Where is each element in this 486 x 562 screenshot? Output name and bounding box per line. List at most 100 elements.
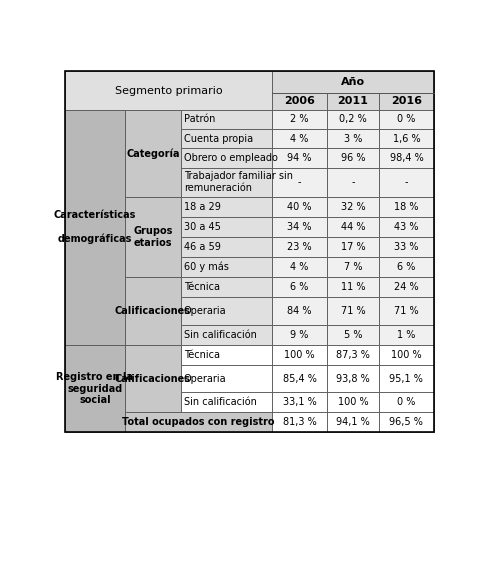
Bar (65, 71, 434, 432)
Text: 0 %: 0 % (397, 115, 416, 124)
Bar (327, 217, 379, 237)
Bar (125, 197, 181, 277)
Bar (327, 413, 379, 432)
Text: 43 %: 43 % (394, 222, 418, 232)
Text: 2016: 2016 (391, 96, 422, 106)
Text: 46 a 59: 46 a 59 (184, 242, 221, 252)
Bar (327, 297, 379, 325)
Bar (327, 365, 379, 392)
Bar (379, 345, 434, 365)
Text: -: - (298, 177, 301, 187)
Text: Año: Año (341, 77, 365, 87)
Text: 71 %: 71 % (341, 306, 365, 316)
Bar (181, 129, 272, 148)
Bar (272, 297, 327, 325)
Text: 11 %: 11 % (341, 282, 365, 292)
Text: Segmento primario: Segmento primario (115, 85, 222, 96)
Bar (181, 392, 272, 413)
Text: 18 a 29: 18 a 29 (184, 202, 221, 212)
Bar (181, 237, 272, 257)
Text: 81,3 %: 81,3 % (282, 418, 316, 428)
Bar (327, 392, 379, 413)
Bar (181, 217, 272, 237)
Text: 1,6 %: 1,6 % (393, 134, 420, 144)
Text: 84 %: 84 % (287, 306, 312, 316)
Bar (327, 197, 379, 217)
Bar (181, 365, 272, 392)
Bar (327, 129, 379, 148)
Text: 100 %: 100 % (338, 397, 368, 407)
Bar (379, 277, 434, 297)
Text: 95,1 %: 95,1 % (389, 374, 423, 383)
Bar (125, 110, 181, 197)
Text: Cuenta propia: Cuenta propia (184, 134, 253, 144)
Text: 24 %: 24 % (394, 282, 419, 292)
Text: 60 y más: 60 y más (184, 262, 229, 272)
Text: Operaria: Operaria (184, 374, 226, 383)
Bar (379, 217, 434, 237)
Text: 2011: 2011 (337, 96, 368, 106)
Text: 34 %: 34 % (287, 222, 312, 232)
Bar (125, 345, 181, 413)
Text: 6 %: 6 % (397, 262, 416, 272)
Bar (272, 237, 327, 257)
Text: 23 %: 23 % (287, 242, 312, 252)
Bar (379, 392, 434, 413)
Bar (272, 93, 327, 110)
Text: 96 %: 96 % (341, 153, 365, 163)
Bar (65, 345, 125, 432)
Bar (327, 277, 379, 297)
Text: 2006: 2006 (284, 96, 315, 106)
Bar (272, 257, 327, 277)
Text: 33 %: 33 % (394, 242, 418, 252)
Bar (327, 167, 379, 197)
Bar (181, 325, 272, 345)
Bar (327, 325, 379, 345)
Text: 71 %: 71 % (394, 306, 419, 316)
Text: Sin calificación: Sin calificación (184, 397, 257, 407)
Bar (272, 167, 327, 197)
Text: 2 %: 2 % (290, 115, 309, 124)
Text: 32 %: 32 % (341, 202, 365, 212)
Bar (327, 345, 379, 365)
Bar (379, 297, 434, 325)
Bar (65, 110, 125, 345)
Text: -: - (405, 177, 408, 187)
Text: Trabajador familiar sin
remuneración: Trabajador familiar sin remuneración (184, 171, 293, 193)
Text: 17 %: 17 % (341, 242, 365, 252)
Bar (327, 93, 379, 110)
Text: Patrón: Patrón (184, 115, 215, 124)
Bar (379, 110, 434, 129)
Text: 9 %: 9 % (290, 330, 309, 339)
Text: 0,2 %: 0,2 % (339, 115, 367, 124)
Text: Sin calificación: Sin calificación (184, 330, 257, 339)
Text: 94,1 %: 94,1 % (336, 418, 370, 428)
Bar (272, 413, 327, 432)
Bar (379, 129, 434, 148)
Text: 0 %: 0 % (397, 397, 416, 407)
Text: 100 %: 100 % (284, 350, 315, 360)
Bar (272, 197, 327, 217)
Bar (272, 148, 327, 167)
Bar (181, 148, 272, 167)
Text: Técnica: Técnica (184, 350, 220, 360)
Bar (379, 257, 434, 277)
Bar (181, 110, 272, 129)
Bar (125, 413, 272, 432)
Bar (379, 325, 434, 345)
Bar (272, 217, 327, 237)
Text: 3 %: 3 % (344, 134, 362, 144)
Text: 44 %: 44 % (341, 222, 365, 232)
Bar (379, 197, 434, 217)
Bar (327, 110, 379, 129)
Bar (379, 167, 434, 197)
Text: 98,4 %: 98,4 % (389, 153, 423, 163)
Bar (272, 129, 327, 148)
Bar (125, 277, 181, 345)
Text: 7 %: 7 % (344, 262, 362, 272)
Bar (181, 167, 272, 197)
Text: 4 %: 4 % (290, 262, 309, 272)
Bar (272, 277, 327, 297)
Text: Operaria: Operaria (184, 306, 226, 316)
Text: 100 %: 100 % (391, 350, 422, 360)
